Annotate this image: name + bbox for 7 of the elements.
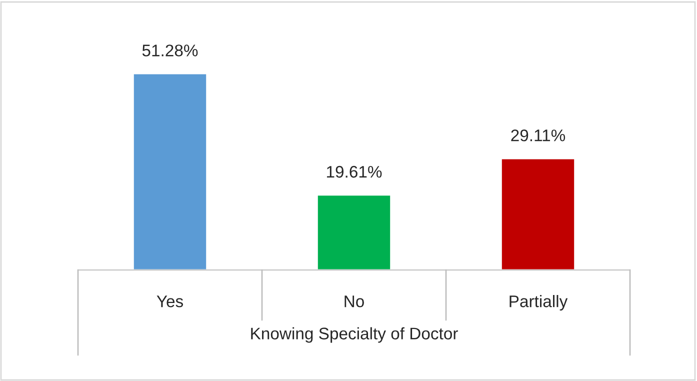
data-label: 51.28% [142, 44, 198, 56]
x-tick-label: Yes [156, 296, 183, 308]
x-tick-label: No [344, 296, 364, 308]
x-tick-label: Partially [510, 295, 568, 311]
data-label: 19.61% [327, 166, 382, 178]
data-label: 29.11% [511, 130, 566, 142]
x-axis-title: Knowing Specialty of Doctor [251, 327, 458, 343]
